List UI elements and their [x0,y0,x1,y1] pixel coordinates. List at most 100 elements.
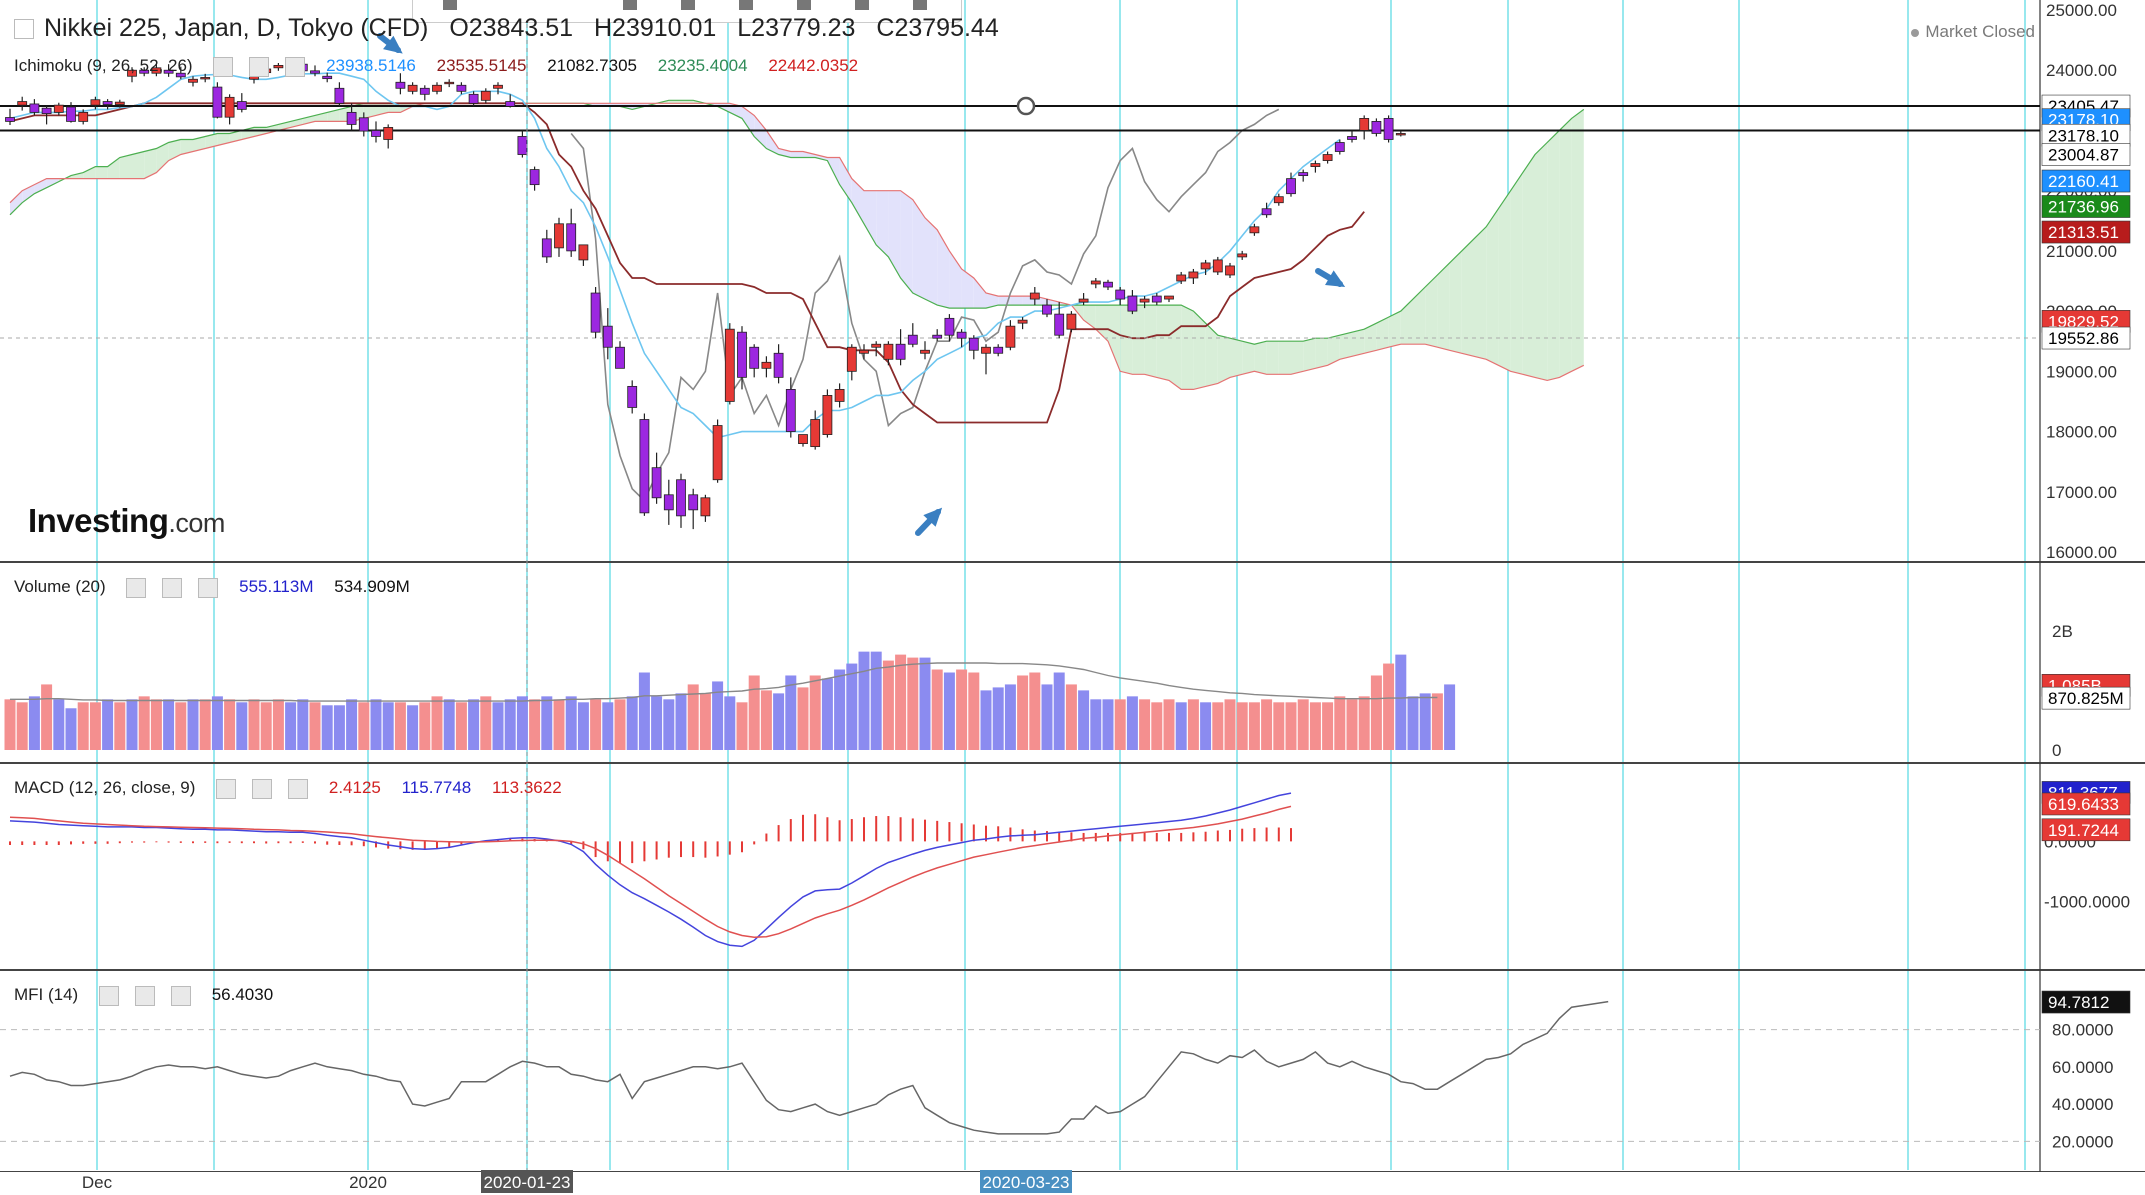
mfi-legend[interactable]: MFI (14) 56.4030 [14,985,289,1006]
cloud-segment [83,166,96,179]
cloud-segment [1461,238,1474,357]
candle-body [66,106,76,122]
cloud-segment [876,190,889,257]
volume-bar [699,693,711,750]
candle-body [151,67,162,74]
candle-body [53,104,64,113]
volume-bar [553,699,565,750]
mfi-visibility-icon[interactable] [98,985,119,1006]
candle-body [163,69,174,74]
volume-bar [382,702,394,750]
cloud-segment [1132,305,1145,375]
candle-body [1127,295,1138,312]
price-label-box [2041,220,2131,244]
volume-bar [736,702,748,750]
tool-gear-icon[interactable] [623,0,637,10]
volume-bar [1419,693,1431,750]
ichimoku-legend[interactable]: Ichimoku (9, 26, 52, 26) 23938.5146 2353… [14,56,874,77]
candle-body [41,107,52,114]
volume-bar [138,696,150,750]
macd-settings-icon[interactable] [252,778,273,799]
mfi-close-icon[interactable] [170,985,191,1006]
mfi-settings-icon[interactable] [134,985,155,1006]
market-status-text: Market Closed [1925,22,2035,41]
drawing-toolbar[interactable] [412,0,962,23]
volume-bar [4,699,16,750]
cloud-segment [1083,305,1096,330]
candle-body [249,75,259,80]
ichimoku-visibility-icon[interactable] [213,56,234,77]
volume-bar [504,699,516,750]
cloud-segment [925,217,938,306]
price-label-text: 19552.86 [2048,329,2119,348]
candle-body [883,343,894,360]
candle-body [578,244,589,261]
volume-bar [114,702,126,750]
volume-bar [1175,702,1187,750]
cloud-segment [1120,305,1133,375]
macd-legend[interactable]: MACD (12, 26, close, 9) 2.4125 115.7748 … [14,778,578,799]
candle-body [1151,295,1162,303]
tool-camera-icon[interactable] [739,0,753,10]
cloud-segment [1522,154,1535,378]
cloud-segment [668,100,681,104]
tool-pencil-icon[interactable] [443,0,457,10]
macd-visibility-icon[interactable] [216,778,237,799]
volume-bar [89,702,101,750]
candle-body [1225,265,1235,276]
candle-body [651,467,662,499]
logo-domain: .com [168,508,225,538]
cloud-segment [839,157,852,203]
volume-bar [895,654,907,750]
volume-visibility-icon[interactable] [126,577,147,598]
volume-settings-icon[interactable] [162,577,183,598]
ichimoku-close-icon[interactable] [285,56,306,77]
candle-body [700,497,711,517]
candle-body [1115,289,1126,300]
candle-body [480,90,491,101]
cloud-segment [46,178,59,188]
candle-body [712,425,723,481]
tool-layers-icon[interactable] [681,0,695,10]
candle-body [1359,118,1370,131]
price-label-text: 23004.87 [2048,146,2119,165]
volume-bar [455,702,467,750]
volume-bar [651,696,663,750]
volume-bar [1017,675,1029,750]
cloud-segment [1486,208,1499,366]
volume-bar [28,696,40,750]
tool-copy-icon[interactable] [797,0,811,10]
volume-bar [1065,684,1077,750]
arrow-right-icon-head [1325,270,1346,288]
cloud-segment [1474,226,1487,360]
ichimoku-settings-icon[interactable] [249,56,270,77]
cloud-segment [168,139,181,161]
candle-body [188,78,198,83]
price-label-box [2041,169,2131,193]
candle-body [273,65,284,69]
volume-bar [53,699,65,750]
mfi-value-1: 56.4030 [211,985,274,1004]
volume-bar [846,663,858,750]
volume-bar [590,699,602,750]
cloud-segment [1169,305,1182,390]
volume-bar [1334,696,1346,750]
collapse-icon[interactable] [14,19,34,40]
price-label-text: 23178.10 [2048,126,2119,145]
volume-bar [748,675,760,750]
candle-body [517,136,528,155]
tool-save-icon[interactable] [855,0,869,10]
volume-close-icon[interactable] [198,577,219,598]
macd-close-icon[interactable] [288,778,309,799]
high-value: H23910.01 [593,14,717,42]
ichimoku-value-2: 23535.5145 [436,56,527,75]
volume-bar [1248,702,1260,750]
volume-bar [1444,684,1456,750]
volume-bar [834,669,846,750]
price-tick-label: 24000.00 [2046,61,2117,80]
tool-share-icon[interactable] [913,0,927,10]
volume-bar [797,687,809,750]
candle-body [444,81,455,85]
volume-legend[interactable]: Volume (20) 555.113M 534.909M [14,577,426,598]
